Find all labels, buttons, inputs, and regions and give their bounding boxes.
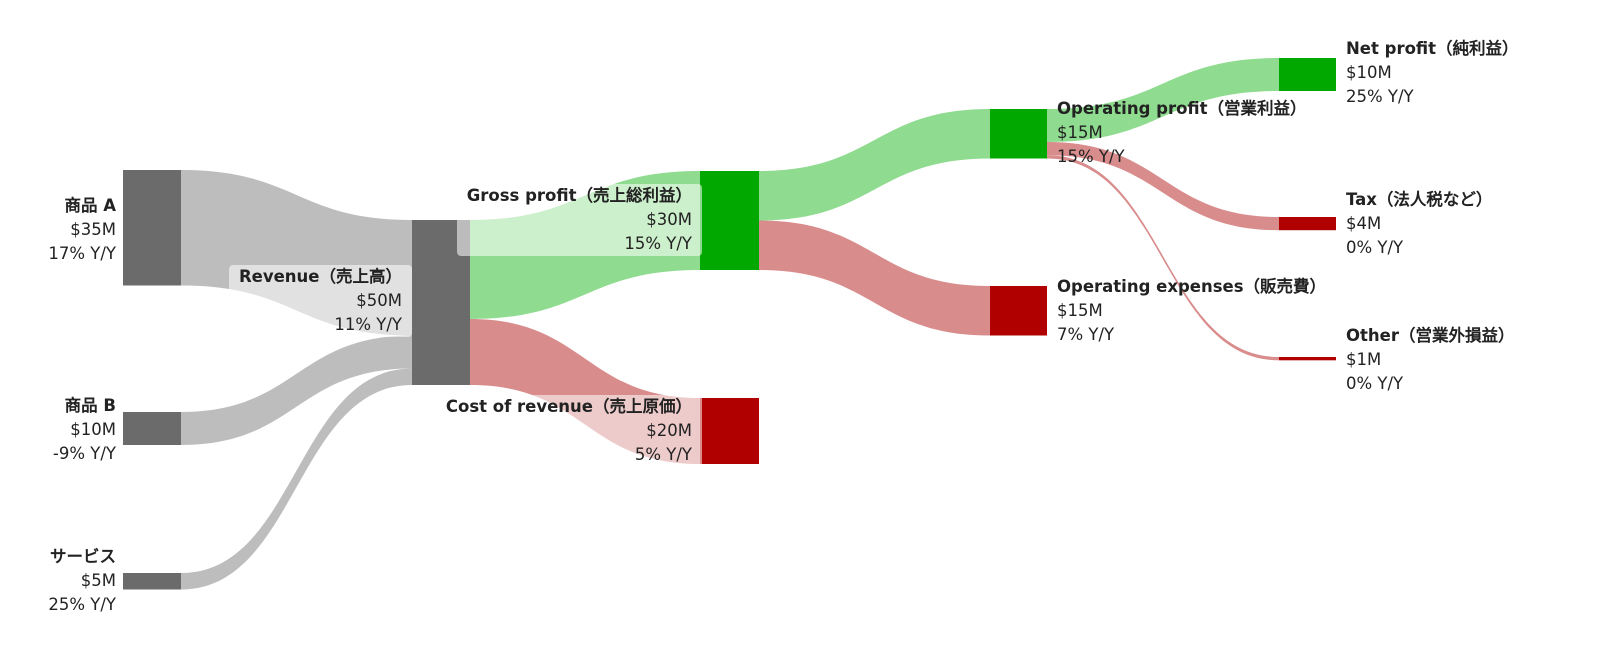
node-growth: -9% Y/Y (52, 444, 116, 463)
node-title: Tax（法人税など） (1346, 190, 1493, 209)
sankey-node-other (1279, 357, 1336, 361)
node-title: 商品 B (64, 396, 116, 415)
node-label-gross-profit: Gross profit（売上総利益） $30M 15% Y/Y (456, 184, 702, 256)
node-growth: 15% Y/Y (1057, 147, 1125, 166)
sankey-link (1047, 155, 1279, 361)
node-growth: 0% Y/Y (1346, 238, 1404, 257)
node-growth: 25% Y/Y (1346, 87, 1414, 106)
node-value: $10M (70, 420, 116, 439)
node-value: $1M (1346, 350, 1382, 369)
sankey-link (1047, 58, 1279, 142)
node-label-cost-of-revenue: Cost of revenue（売上原価） $20M 5% Y/Y (435, 395, 702, 467)
node-label-other: Other（営業外損益） $1M 0% Y/Y (1346, 324, 1515, 396)
node-label-service: サービス $5M 25% Y/Y (48, 545, 116, 617)
node-growth: 17% Y/Y (48, 244, 116, 263)
node-value: $10M (1346, 63, 1392, 82)
sankey-node-node (123, 573, 181, 590)
sankey-node-tax (1279, 217, 1336, 231)
sankey-node-cost-of-revenue (700, 398, 759, 464)
node-value: $5M (80, 571, 116, 590)
node-growth: 11% Y/Y (334, 315, 402, 334)
node-title: Revenue（売上高） (238, 267, 402, 286)
sankey-node-operating-expenses (990, 286, 1047, 336)
node-growth: 15% Y/Y (624, 234, 692, 253)
node-title: Cost of revenue（売上原価） (445, 397, 692, 416)
node-title: Operating expenses（販売費） (1057, 277, 1327, 296)
sankey-link (759, 109, 990, 221)
node-value: $20M (646, 421, 692, 440)
sankey-node-operating-profit (990, 109, 1047, 159)
sankey-link (181, 335, 412, 445)
sankey-node-a (123, 170, 181, 286)
node-label-product-a: 商品 A $35M 17% Y/Y (48, 194, 116, 266)
node-title: Net profit（純利益） (1346, 39, 1519, 58)
sankey-node-net-profit (1279, 58, 1336, 91)
node-label-revenue: Revenue（売上高） $50M 11% Y/Y (228, 265, 412, 337)
node-title: 商品 A (64, 196, 116, 215)
node-value: $15M (1057, 123, 1103, 142)
node-growth: 25% Y/Y (48, 595, 116, 614)
node-value: $50M (356, 291, 402, 310)
node-growth: 5% Y/Y (634, 445, 692, 464)
sankey-node-gross-profit (700, 171, 759, 270)
node-value: $30M (646, 210, 692, 229)
node-title: Other（営業外損益） (1346, 326, 1515, 345)
sankey-link (1047, 142, 1279, 231)
node-value: $35M (70, 220, 116, 239)
sankey-node-b (123, 412, 181, 445)
node-value: $15M (1057, 301, 1103, 320)
node-label-operating-expenses: Operating expenses（販売費） $15M 7% Y/Y (1057, 275, 1326, 347)
node-label-operating-profit: Operating profit（営業利益） $15M 15% Y/Y (1057, 97, 1307, 169)
node-title: Operating profit（営業利益） (1057, 99, 1307, 118)
sankey-link (759, 220, 990, 336)
sankey-link (181, 368, 412, 590)
sankey-nodes (123, 58, 1336, 590)
node-label-net-profit: Net profit（純利益） $10M 25% Y/Y (1346, 37, 1519, 109)
node-title: Gross profit（売上総利益） (466, 186, 692, 205)
node-label-product-b: 商品 B $10M -9% Y/Y (53, 394, 116, 466)
node-value: $4M (1346, 214, 1382, 233)
node-title: サービス (50, 547, 116, 566)
node-growth: 0% Y/Y (1346, 374, 1404, 393)
node-label-tax: Tax（法人税など） $4M 0% Y/Y (1346, 188, 1492, 260)
node-growth: 7% Y/Y (1057, 325, 1115, 344)
